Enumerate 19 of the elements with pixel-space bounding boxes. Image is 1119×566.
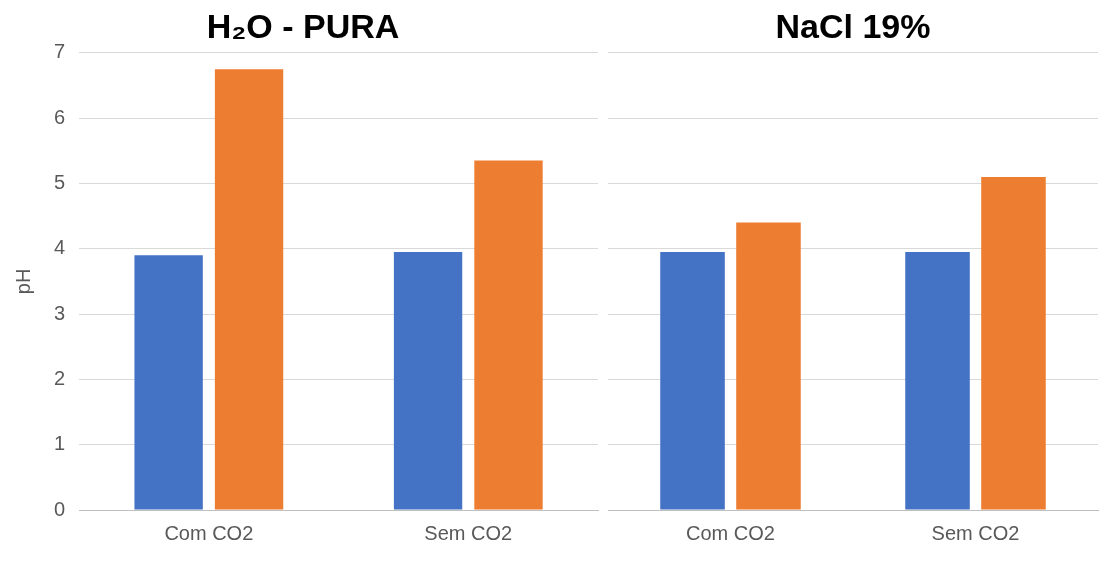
bar xyxy=(393,252,463,510)
y-tick-label: 4 xyxy=(54,236,66,259)
chart-title: NaCl 19% xyxy=(775,6,931,45)
y-axis-title: pH xyxy=(11,268,34,295)
y-tick-label: 6 xyxy=(54,105,66,128)
y-tick-label: 1 xyxy=(54,432,66,455)
chart-title: H₂O - PURA xyxy=(206,6,400,45)
bar xyxy=(474,160,543,510)
x-tick-label: Com CO2 xyxy=(686,521,775,544)
bar xyxy=(214,69,284,510)
y-tick-label: 0 xyxy=(54,497,66,520)
x-tick-label: Sem CO2 xyxy=(931,521,1020,544)
y-tick-label: 7 xyxy=(54,40,66,63)
bar xyxy=(134,255,203,510)
y-tick-label: 2 xyxy=(54,366,66,389)
x-tick-label: Com CO2 xyxy=(164,521,254,544)
y-tick-label: 3 xyxy=(54,301,66,324)
y-tick-label: 5 xyxy=(54,170,66,193)
x-tick-label: Sem CO2 xyxy=(424,521,513,544)
